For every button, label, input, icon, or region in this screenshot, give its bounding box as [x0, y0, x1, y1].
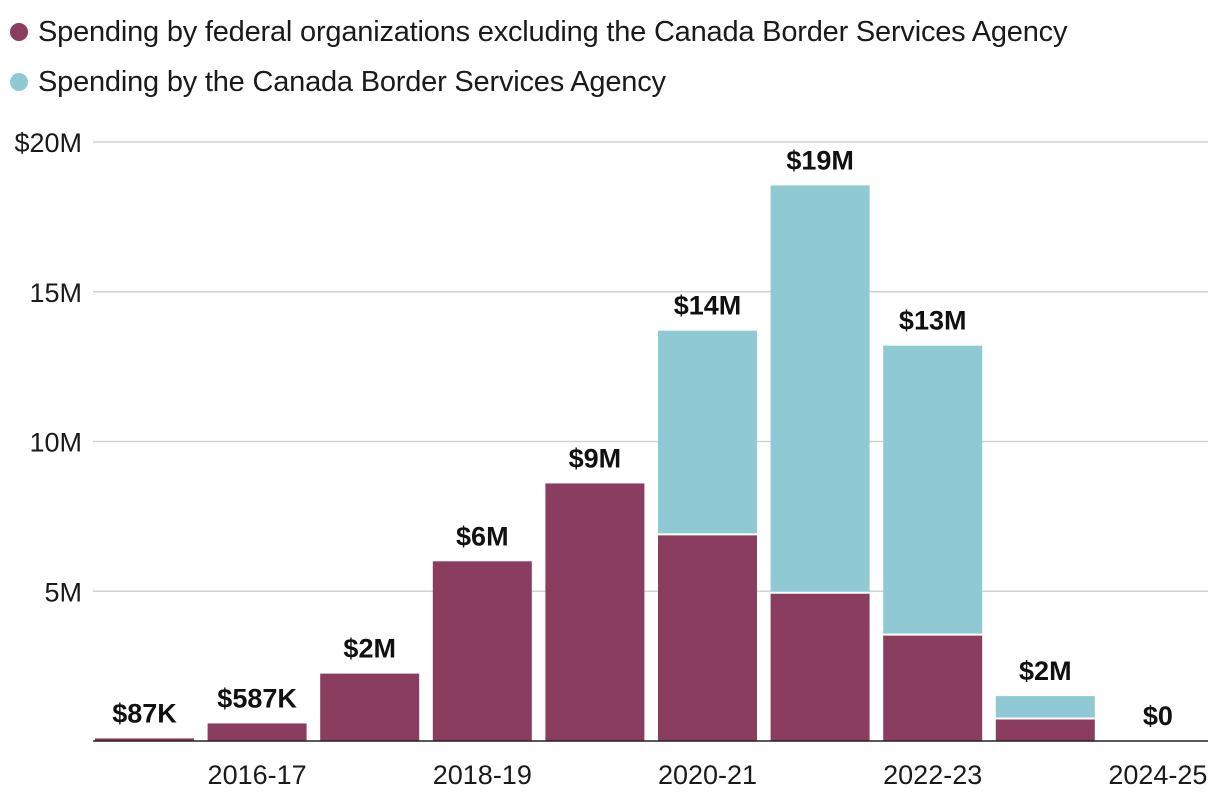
bar-value-label: $2M: [343, 634, 396, 664]
x-tick-label: 2018-19: [433, 760, 532, 790]
bar-value-label: $13M: [899, 306, 967, 336]
x-tick-label: 2020-21: [658, 760, 757, 790]
bar-segment-other-organizations: [995, 718, 1095, 741]
y-tick-label: 5M: [44, 577, 82, 607]
bar-segment-cbsa: [995, 696, 1095, 719]
legend-swatch-other-organizations: [10, 23, 28, 41]
bar-segment-other-organizations: [95, 738, 194, 741]
legend-item-other-organizations: Spending by federal organizations exclud…: [10, 12, 1067, 52]
bar-segment-other-organizations: [545, 483, 645, 741]
y-tick-label: 15M: [29, 278, 82, 308]
bar-segment-other-organizations: [770, 592, 870, 741]
bar-segment-cbsa: [770, 185, 870, 593]
bar-segment-other-organizations: [320, 673, 420, 741]
bar-segment-cbsa: [658, 330, 757, 535]
legend-label-other-organizations: Spending by federal organizations exclud…: [38, 15, 1068, 48]
bar-segment-cbsa: [883, 345, 983, 635]
bar-value-label: $2M: [1019, 656, 1072, 686]
bar-segment-other-organizations: [207, 723, 307, 741]
bar-segment-other-organizations: [883, 634, 983, 741]
bar-segment-other-organizations: [432, 561, 532, 741]
gridlines: [93, 141, 1208, 592]
bar-value-label: $14M: [674, 291, 742, 321]
y-axis: 5M 10M 15M $20M: [14, 128, 82, 607]
bar-value-label: $587K: [217, 683, 297, 713]
bar-value-label: $0: [1143, 701, 1173, 731]
bar-value-label: $87K: [112, 698, 177, 728]
legend-item-cbsa: Spending by the Canada Border Services A…: [10, 62, 1067, 102]
y-tick-label: 10M: [29, 428, 82, 458]
x-tick-label: 2022-23: [883, 760, 982, 790]
x-axis: 2016-17 2018-19 2020-21 2022-23 2024-25: [93, 740, 1208, 790]
legend-swatch-cbsa: [10, 73, 28, 91]
legend: Spending by federal organizations exclud…: [10, 12, 1067, 112]
bar-value-label: $6M: [456, 521, 509, 551]
x-tick-label: 2016-17: [208, 760, 307, 790]
bar-segment-other-organizations: [658, 534, 757, 741]
y-tick-label: $20M: [14, 128, 82, 158]
legend-label-cbsa: Spending by the Canada Border Services A…: [38, 65, 666, 98]
bar-value-label: $9M: [569, 443, 622, 473]
bar-value-labels: $87K $587K $2M $6M $9M $14M $19M $13M $2M $0: [112, 145, 1173, 731]
bar-value-label: $19M: [786, 145, 854, 175]
x-tick-label: 2024-25: [1108, 760, 1207, 790]
bars: [95, 185, 1095, 741]
